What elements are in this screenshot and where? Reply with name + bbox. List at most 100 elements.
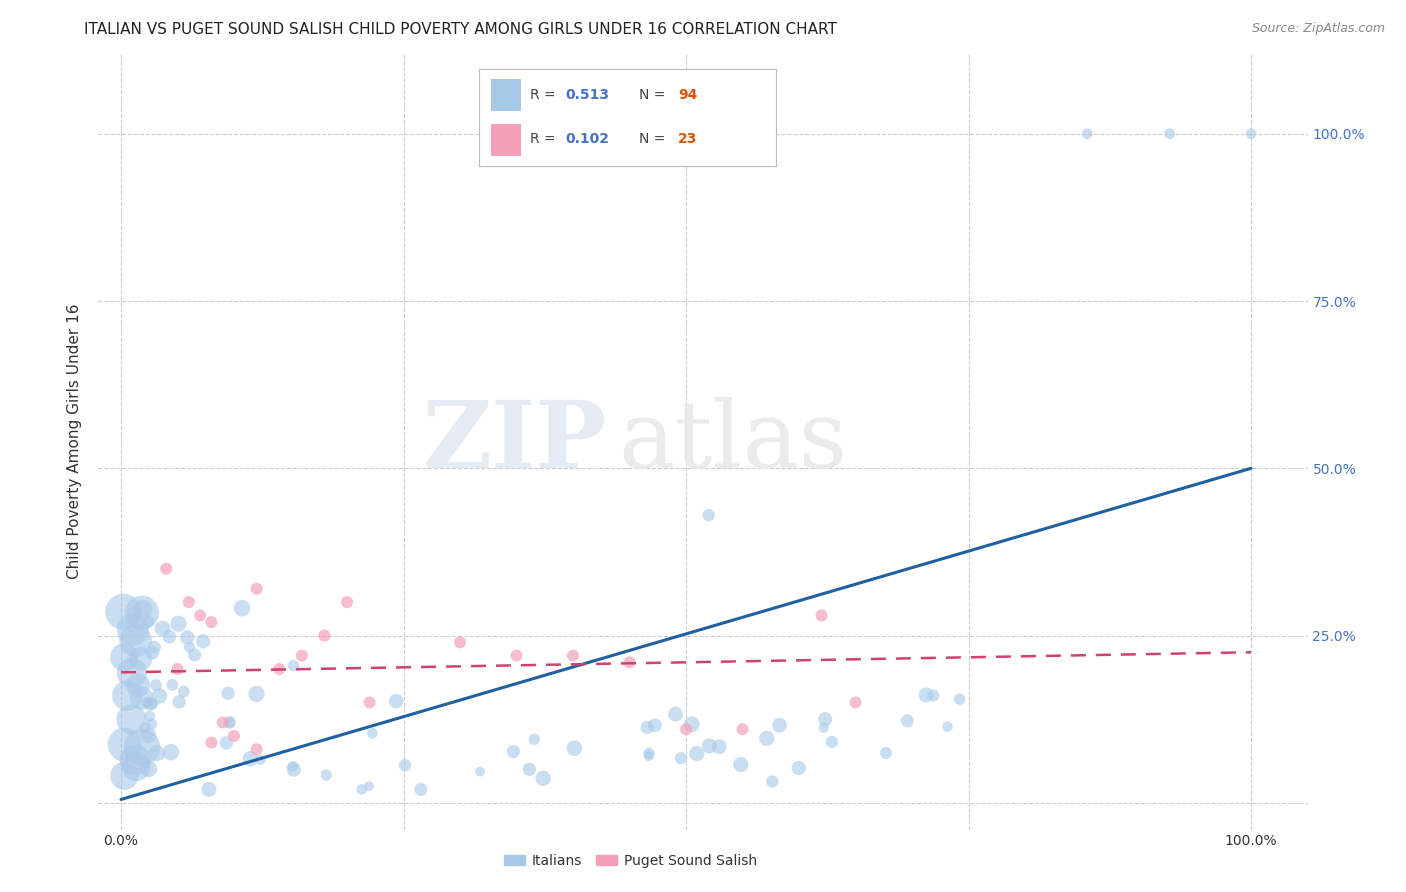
Point bbox=[155, 562, 177, 576]
Y-axis label: Child Poverty Among Girls Under 16: Child Poverty Among Girls Under 16 bbox=[67, 304, 83, 579]
Point bbox=[239, 752, 262, 766]
Point bbox=[138, 762, 160, 776]
Point bbox=[121, 665, 143, 680]
Point bbox=[200, 615, 222, 630]
Point bbox=[357, 779, 380, 793]
Point bbox=[644, 718, 666, 732]
Point bbox=[129, 651, 152, 665]
Point bbox=[245, 687, 267, 701]
Point bbox=[211, 715, 233, 730]
Point bbox=[361, 726, 384, 740]
Point bbox=[167, 616, 190, 631]
Point bbox=[134, 721, 156, 735]
Point bbox=[112, 605, 135, 619]
Point bbox=[697, 508, 720, 523]
Point bbox=[519, 762, 541, 776]
Point bbox=[159, 630, 181, 644]
Point bbox=[385, 694, 408, 708]
Point bbox=[1076, 127, 1098, 141]
Point bbox=[468, 764, 491, 779]
Point bbox=[124, 753, 146, 767]
Point bbox=[755, 731, 778, 746]
Point bbox=[246, 582, 269, 596]
Point bbox=[291, 648, 314, 663]
Point bbox=[124, 633, 146, 648]
Point bbox=[136, 696, 159, 710]
Legend: Italians, Puget Sound Salish: Italians, Puget Sound Salish bbox=[498, 848, 762, 873]
Point bbox=[131, 740, 153, 755]
Point bbox=[218, 715, 240, 730]
Text: ZIP: ZIP bbox=[422, 397, 606, 486]
Point bbox=[131, 606, 153, 620]
Point bbox=[139, 697, 162, 711]
Point bbox=[810, 608, 832, 623]
Point bbox=[761, 774, 783, 789]
Point bbox=[948, 692, 970, 706]
Point bbox=[183, 648, 205, 662]
Point bbox=[505, 648, 527, 663]
Point bbox=[1240, 127, 1263, 141]
Point bbox=[922, 689, 945, 703]
Point bbox=[188, 608, 211, 623]
Point bbox=[131, 691, 153, 706]
Point bbox=[787, 761, 810, 775]
Point bbox=[669, 751, 692, 765]
Point bbox=[675, 723, 697, 737]
Point bbox=[637, 749, 659, 764]
Point bbox=[125, 760, 148, 774]
Point bbox=[619, 655, 641, 669]
Point bbox=[283, 658, 305, 673]
Point bbox=[502, 745, 524, 759]
Point bbox=[141, 697, 163, 711]
Point bbox=[686, 747, 709, 761]
Point bbox=[145, 678, 167, 692]
Point bbox=[281, 759, 304, 773]
Point bbox=[136, 615, 159, 629]
Point bbox=[768, 718, 790, 732]
Point bbox=[198, 782, 221, 797]
Point bbox=[315, 768, 337, 782]
Point bbox=[249, 753, 271, 767]
Point bbox=[152, 622, 174, 636]
Point bbox=[112, 650, 135, 665]
Point bbox=[141, 646, 163, 660]
Point bbox=[200, 735, 222, 749]
Point bbox=[179, 640, 201, 654]
Point bbox=[394, 758, 416, 772]
Point bbox=[112, 769, 135, 783]
Point bbox=[283, 763, 305, 777]
Point bbox=[176, 631, 198, 645]
Point bbox=[269, 662, 291, 676]
Point bbox=[409, 782, 432, 797]
Point bbox=[813, 721, 835, 735]
Point bbox=[222, 729, 245, 743]
Point bbox=[730, 757, 752, 772]
Point bbox=[146, 746, 169, 760]
Point bbox=[173, 684, 195, 698]
Point bbox=[314, 628, 336, 642]
Point bbox=[896, 714, 918, 728]
Point bbox=[148, 689, 170, 703]
Text: atlas: atlas bbox=[619, 397, 848, 486]
Point bbox=[845, 696, 868, 710]
Point bbox=[177, 595, 200, 609]
Point bbox=[160, 745, 183, 759]
Point bbox=[162, 678, 184, 692]
Point bbox=[231, 601, 253, 615]
Point bbox=[166, 662, 188, 676]
Point bbox=[664, 707, 686, 722]
Point bbox=[359, 696, 381, 710]
Point bbox=[143, 640, 166, 654]
Point bbox=[336, 595, 359, 609]
Point bbox=[731, 723, 754, 737]
Point bbox=[936, 720, 959, 734]
Point bbox=[350, 782, 373, 797]
Point bbox=[638, 746, 661, 760]
Point bbox=[215, 736, 238, 750]
Point bbox=[121, 623, 143, 637]
Point bbox=[114, 738, 136, 752]
Point bbox=[141, 716, 163, 731]
Point bbox=[193, 634, 215, 648]
Point bbox=[564, 741, 586, 756]
Point bbox=[131, 603, 153, 617]
